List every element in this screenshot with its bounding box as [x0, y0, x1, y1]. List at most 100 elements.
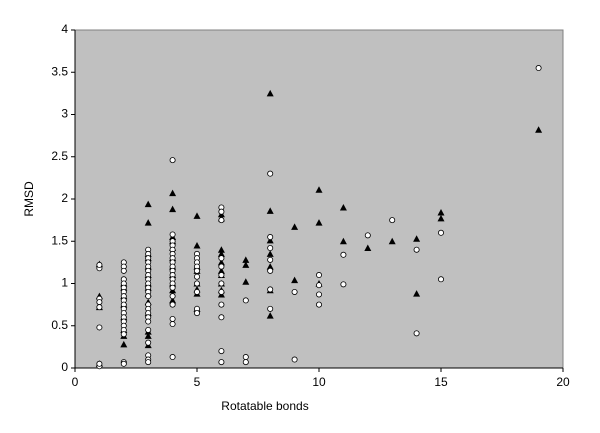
- triangle-point: [291, 276, 299, 284]
- circle-point: [315, 272, 322, 279]
- circle-point: [169, 301, 176, 308]
- circle-point: [437, 229, 444, 236]
- circle-point: [340, 251, 347, 258]
- x-tick-label: 15: [434, 375, 448, 389]
- circle-point: [340, 281, 347, 288]
- triangle-point: [437, 209, 445, 216]
- triangle-point: [193, 212, 201, 219]
- circle-point: [193, 273, 200, 280]
- triangle-point: [413, 235, 421, 242]
- circle-point: [193, 288, 200, 295]
- triangle-point: [364, 244, 372, 252]
- circle-point: [267, 234, 274, 241]
- triangle-point: [266, 250, 274, 257]
- x-tick-label: 5: [194, 375, 201, 389]
- circle-point: [96, 360, 103, 367]
- x-tick-label: 20: [556, 375, 570, 389]
- circle-point: [169, 354, 176, 361]
- y-tick-label: 1.5: [51, 233, 68, 247]
- triangle-point: [413, 290, 421, 297]
- y-tick-label: 0.5: [51, 318, 68, 332]
- y-tick-label: 1: [61, 276, 68, 290]
- circle-point: [267, 256, 274, 263]
- circle-point: [145, 318, 152, 325]
- circle-point: [96, 261, 103, 268]
- circle-point: [96, 304, 103, 311]
- circle-point: [218, 288, 225, 295]
- circle-point: [242, 297, 249, 304]
- triangle-point: [437, 214, 445, 222]
- circle-point: [267, 245, 274, 252]
- circle-point: [120, 267, 127, 274]
- triangle-point: [315, 219, 323, 226]
- circle-point: [193, 267, 200, 274]
- circle-point: [120, 360, 127, 367]
- circle-point: [218, 280, 225, 287]
- circle-point: [267, 305, 274, 312]
- y-tick-label: 2.5: [51, 149, 68, 163]
- circle-point: [96, 324, 103, 331]
- y-axis-title: RMSD: [22, 181, 36, 217]
- triangle-point: [169, 205, 177, 213]
- circle-point: [218, 272, 225, 279]
- circle-point: [315, 282, 322, 289]
- triangle-point: [193, 241, 201, 249]
- circle-point: [218, 255, 225, 262]
- circle-point: [267, 267, 274, 274]
- triangle-point: [217, 246, 225, 253]
- circle-point: [218, 263, 225, 270]
- triangle-point: [291, 223, 299, 230]
- triangle-point: [266, 263, 274, 270]
- circle-point: [96, 299, 103, 306]
- triangle-point: [217, 267, 225, 274]
- circle-point: [193, 280, 200, 287]
- circle-point: [242, 354, 249, 361]
- circle-point: [315, 291, 322, 298]
- circle-point: [315, 301, 322, 308]
- circle-point: [218, 301, 225, 308]
- triangle-point: [242, 256, 250, 263]
- circle-point: [413, 330, 420, 337]
- circle-point: [169, 157, 176, 164]
- circle-point: [291, 356, 298, 363]
- circle-point: [120, 331, 127, 338]
- triangle-point: [315, 186, 323, 193]
- plot-area: [74, 29, 564, 369]
- circle-point: [267, 170, 274, 177]
- circle-point: [413, 246, 420, 253]
- circle-point: [389, 217, 396, 224]
- x-tick-label: 10: [312, 375, 326, 389]
- circle-point: [145, 293, 152, 300]
- circle-point: [193, 310, 200, 317]
- triangle-point: [217, 250, 225, 257]
- triangle-point: [242, 261, 250, 268]
- triangle-point: [388, 237, 396, 245]
- circle-point: [169, 315, 176, 322]
- y-tick-label: 3.5: [51, 64, 68, 78]
- circle-point: [242, 359, 249, 366]
- x-axis-title: Rotatable bonds: [221, 399, 308, 413]
- circle-point: [145, 339, 152, 346]
- circle-point: [535, 65, 542, 72]
- circle-point: [169, 321, 176, 328]
- triangle-point: [535, 126, 543, 133]
- triangle-point: [169, 296, 177, 304]
- circle-point: [218, 359, 225, 366]
- y-tick-label: 3: [61, 107, 68, 121]
- triangle-point: [217, 258, 225, 266]
- circle-point: [218, 314, 225, 321]
- circle-point: [218, 348, 225, 355]
- triangle-point: [266, 207, 274, 214]
- triangle-point: [339, 237, 347, 245]
- triangle-point: [144, 219, 152, 226]
- x-tick-label: 0: [72, 375, 79, 389]
- triangle-point: [339, 203, 347, 211]
- circle-point: [291, 288, 298, 295]
- triangle-point: [266, 312, 274, 319]
- triangle-point: [266, 89, 274, 97]
- circle-point: [267, 286, 274, 293]
- y-tick-label: 0: [61, 360, 68, 374]
- triangle-point: [144, 332, 152, 339]
- triangle-point: [144, 200, 152, 208]
